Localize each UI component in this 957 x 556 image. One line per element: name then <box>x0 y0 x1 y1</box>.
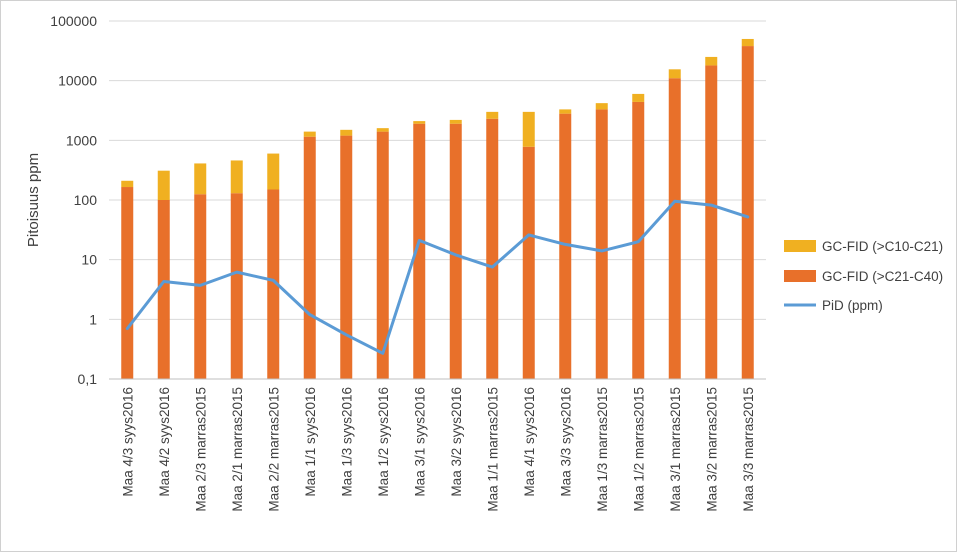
bar-c10-c21 <box>449 119 462 124</box>
bars <box>121 38 754 380</box>
bar-c10-c21 <box>486 111 499 119</box>
y-tick-label: 10000 <box>58 73 97 89</box>
x-tick-label: Maa 1/1 syys2016 <box>303 387 318 497</box>
legend: GC-FID (>C10-C21) GC-FID (>C21-C40) PiD (p… <box>784 239 943 313</box>
y-tick-label: 100 <box>74 192 98 208</box>
bar-c21-c40 <box>486 118 499 379</box>
x-tick-label: Maa 3/1 syys2016 <box>412 387 427 497</box>
bar-c21-c40 <box>668 78 681 379</box>
bar-c21-c40 <box>705 65 718 379</box>
x-tick-label: Maa 2/3 marras2015 <box>193 387 208 512</box>
x-tick-label: Maa 3/2 syys2016 <box>449 387 464 497</box>
bar-c10-c21 <box>340 129 353 136</box>
bar-c21-c40 <box>230 193 243 379</box>
x-tick-label: Maa 2/1 marras2015 <box>230 387 245 512</box>
bar-c10-c21 <box>632 93 645 102</box>
bar-c10-c21 <box>303 131 316 137</box>
legend-label: GC-FID (>C21-C40) <box>822 269 943 284</box>
x-tick-label: Maa 1/3 syys2016 <box>339 387 354 497</box>
x-tick-labels: Maa 4/3 syys2016 Maa 4/2 syys2016 Maa 2/3 … <box>120 387 756 512</box>
bar-c10-c21 <box>157 170 170 200</box>
x-tick-label: Maa 4/3 syys2016 <box>120 387 135 497</box>
y-tick-label: 10 <box>81 252 97 268</box>
y-axis-title: Pitoisuus ppm <box>25 153 42 247</box>
bar-c10-c21 <box>194 163 207 195</box>
bar-c21-c40 <box>303 136 316 379</box>
y-tick-labels: 0,1 1 10 100 1000 10000 100000 <box>50 13 97 387</box>
bar-c21-c40 <box>157 200 170 379</box>
x-tick-label: Maa 3/3 syys2016 <box>558 387 573 497</box>
y-tick-label: 1000 <box>66 132 97 148</box>
bar-c10-c21 <box>413 121 426 124</box>
bar-c21-c40 <box>559 113 572 380</box>
bar-c10-c21 <box>741 38 754 47</box>
bar-c21-c40 <box>449 123 462 379</box>
bar-c21-c40 <box>413 123 426 379</box>
bar-c21-c40 <box>595 109 608 380</box>
bar-c21-c40 <box>741 46 754 380</box>
x-tick-label: Maa 1/3 marras2015 <box>595 387 610 512</box>
bar-c21-c40 <box>522 146 535 379</box>
bar-c10-c21 <box>595 103 608 110</box>
y-tick-label: 1 <box>89 311 97 327</box>
x-tick-label: Maa 1/2 marras2015 <box>631 387 646 512</box>
bar-c10-c21 <box>121 180 134 188</box>
x-tick-label: Maa 1/1 marras2015 <box>485 387 500 512</box>
x-tick-label: Maa 3/2 marras2015 <box>704 387 719 512</box>
y-tick-label: 100000 <box>50 13 97 29</box>
legend-swatch <box>784 240 816 252</box>
bar-c21-c40 <box>376 131 389 379</box>
bar-c21-c40 <box>267 189 280 379</box>
bar-c10-c21 <box>559 109 572 114</box>
pid-line <box>125 199 750 355</box>
legend-label: GC-FID (>C10-C21) <box>822 239 943 254</box>
pid-series-line <box>125 199 750 355</box>
x-tick-label: Maa 3/3 marras2015 <box>741 387 756 512</box>
bar-c10-c21 <box>705 56 718 66</box>
x-tick-label: Maa 1/2 syys2016 <box>376 387 391 497</box>
legend-label: PiD (ppm) <box>822 298 883 313</box>
x-tick-label: Maa 4/2 syys2016 <box>157 387 172 497</box>
y-tick-label: 0,1 <box>78 371 98 387</box>
bar-c10-c21 <box>230 160 243 194</box>
legend-swatch <box>784 270 816 282</box>
x-tick-label: Maa 3/1 marras2015 <box>668 387 683 512</box>
bar-c10-c21 <box>668 69 681 79</box>
grid-lines <box>109 20 766 380</box>
bar-c10-c21 <box>522 111 535 147</box>
bar-c10-c21 <box>267 153 280 190</box>
bar-c21-c40 <box>340 135 353 379</box>
x-tick-label: Maa 2/2 marras2015 <box>266 387 281 512</box>
bar-c21-c40 <box>121 187 134 379</box>
x-tick-label: Maa 4/1 syys2016 <box>522 387 537 497</box>
bar-c10-c21 <box>376 128 389 132</box>
